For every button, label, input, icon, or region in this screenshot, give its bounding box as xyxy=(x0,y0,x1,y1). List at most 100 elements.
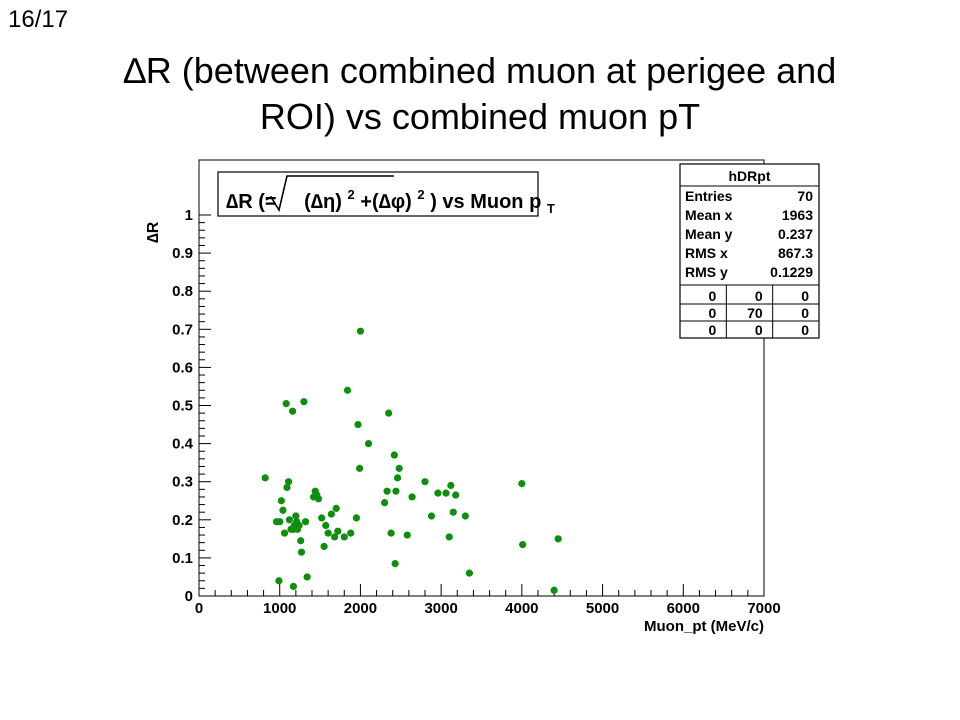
chart-title-part-a: ∆R (= xyxy=(226,191,277,213)
data-point xyxy=(343,386,352,394)
data-point xyxy=(283,483,291,492)
data-point xyxy=(318,514,326,522)
data-point xyxy=(282,399,290,408)
x-tick-label: 4000 xyxy=(505,600,538,617)
stats-grid-cell: 0 xyxy=(709,305,717,321)
chart-title-part-g: T xyxy=(547,201,555,216)
data-point xyxy=(289,582,298,591)
page-number: 16/17 xyxy=(8,6,69,33)
data-point xyxy=(303,573,311,581)
y-tick-label: 0.2 xyxy=(172,512,193,529)
stats-value: 1963 xyxy=(782,207,813,223)
x-tick-label: 3000 xyxy=(424,600,457,617)
data-point xyxy=(465,569,473,577)
slide-title: ∆R (between combined muon at perigee and… xyxy=(40,48,920,140)
x-tick-label: 0 xyxy=(195,600,203,617)
sqrt-sign-icon xyxy=(265,175,394,213)
data-point xyxy=(284,478,293,486)
stats-label: Entries xyxy=(685,188,733,204)
data-point xyxy=(434,489,442,497)
y-tick-label: 0.9 xyxy=(172,245,193,262)
stats-grid-cell: 0 xyxy=(709,322,717,338)
data-point xyxy=(332,504,340,512)
data-point xyxy=(519,540,527,549)
stats-label: RMS x xyxy=(685,245,728,261)
data-point xyxy=(280,529,289,537)
data-point xyxy=(445,533,453,541)
data-point xyxy=(452,491,460,499)
data-point xyxy=(385,409,393,417)
data-point xyxy=(461,512,469,520)
data-point xyxy=(297,537,305,545)
stats-label: RMS y xyxy=(685,264,728,280)
data-point xyxy=(383,487,391,495)
data-point xyxy=(364,440,373,448)
stats-grid-cell: 0 xyxy=(801,305,809,321)
data-point xyxy=(554,535,562,543)
x-tick-label: 5000 xyxy=(586,600,619,617)
y-tick-label: 0.8 xyxy=(172,283,193,300)
data-point xyxy=(442,489,450,497)
data-point xyxy=(301,518,310,526)
y-tick-label: 0.5 xyxy=(172,398,193,415)
y-tick-label: 0.1 xyxy=(172,550,193,567)
y-axis-label: ∆R xyxy=(145,221,162,243)
y-tick-label: 0 xyxy=(185,588,193,605)
data-point xyxy=(276,518,284,526)
data-point xyxy=(354,420,362,429)
data-point xyxy=(518,480,526,488)
data-point xyxy=(289,407,297,415)
y-tick-label: 0.6 xyxy=(172,359,193,376)
data-point xyxy=(352,514,360,522)
data-point xyxy=(391,560,399,568)
data-point xyxy=(390,451,398,459)
chart-title-part-d: +(∆φ) xyxy=(360,191,412,213)
stats-grid-cell: 0 xyxy=(801,322,809,338)
stats-value: 867.3 xyxy=(778,245,813,261)
stats-name: hDRpt xyxy=(729,168,771,184)
chart-title-part-c: 2 xyxy=(347,187,354,202)
data-point xyxy=(297,548,306,556)
data-point xyxy=(314,495,323,503)
y-tick-label: 1 xyxy=(185,207,193,224)
chart-title-box: ∆R (= (∆η) 2 +(∆φ) 2 ) vs Muon p T xyxy=(217,171,555,217)
data-point xyxy=(277,497,285,505)
plot-frame xyxy=(198,159,765,597)
data-point xyxy=(292,512,300,520)
stats-value: 0.1229 xyxy=(770,264,813,280)
data-point xyxy=(395,464,403,472)
data-point xyxy=(392,487,400,495)
data-point xyxy=(261,474,269,482)
data-point xyxy=(324,529,332,537)
x-tick-label: 2000 xyxy=(344,600,377,617)
data-point xyxy=(403,531,411,539)
slide-title-line2: ROI) vs combined muon pT xyxy=(259,96,701,137)
slide-title-line1: ∆R (between combined muon at perigee and xyxy=(123,50,837,91)
y-tick-label: 0.3 xyxy=(172,474,193,491)
data-point xyxy=(334,527,342,535)
stats-grid-cell: 0 xyxy=(755,322,763,338)
data-point xyxy=(421,478,429,486)
chart-title-part-b: (∆η) xyxy=(304,191,342,213)
stats-box-frame xyxy=(679,163,820,339)
data-point xyxy=(322,521,330,530)
chart-title: ∆R (= (∆η) 2 +(∆φ) 2 ) vs Muon p T xyxy=(226,182,555,216)
stats-grid-cell: 0 xyxy=(755,288,763,304)
stats-box: hDRpt Entries 70 Mean x 1963 Mean y 0.237 RMS x… xyxy=(679,163,820,339)
data-point xyxy=(289,525,298,533)
stats-value: 70 xyxy=(797,188,813,204)
data-point xyxy=(320,542,328,551)
data-point xyxy=(408,493,416,501)
data-point xyxy=(381,499,389,507)
x-tick-label: 7000 xyxy=(747,600,780,617)
data-point xyxy=(449,508,457,516)
data-point xyxy=(300,398,308,406)
chart-title-part-f: ) vs Muon p xyxy=(430,191,541,213)
x-tick-label: 6000 xyxy=(667,600,700,617)
data-point xyxy=(331,533,339,541)
chart-title-part-e: 2 xyxy=(417,187,424,202)
stats-label: Mean y xyxy=(685,226,733,242)
data-point xyxy=(387,529,395,537)
data-point xyxy=(340,533,348,541)
